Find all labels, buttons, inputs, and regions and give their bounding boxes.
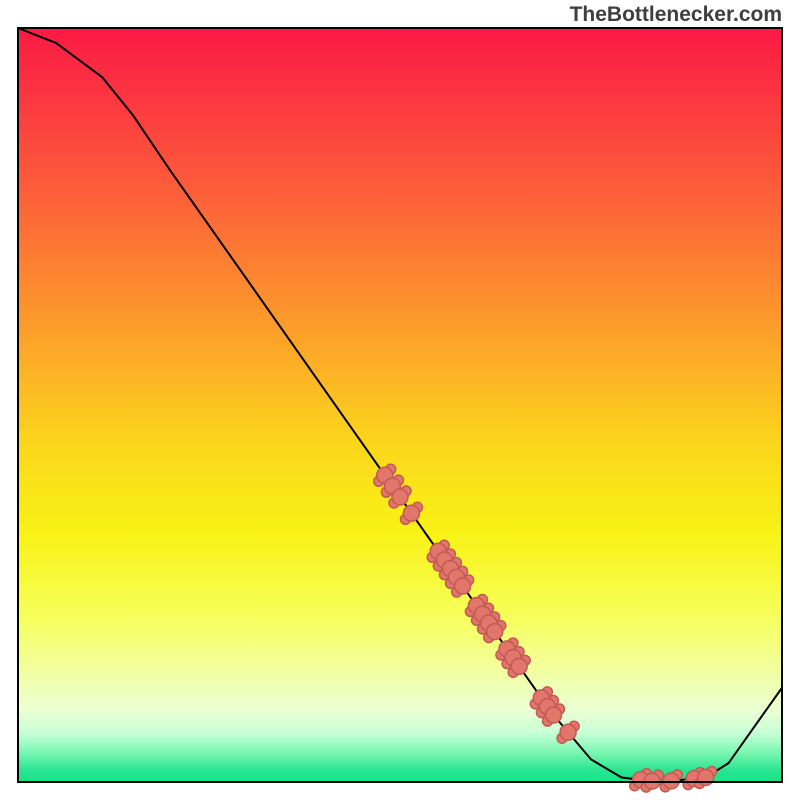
scatter-point bbox=[403, 505, 419, 521]
scatter-point bbox=[560, 724, 576, 740]
scatter-point bbox=[698, 769, 714, 785]
chart-svg bbox=[0, 0, 800, 800]
scatter-point bbox=[392, 489, 408, 505]
scatter-point bbox=[455, 578, 471, 594]
scatter-point bbox=[487, 624, 503, 640]
scatter-point bbox=[511, 658, 527, 674]
plot-background bbox=[18, 28, 782, 782]
scatter-point bbox=[663, 773, 679, 789]
chart-container: TheBottlenecker.com bbox=[0, 0, 800, 800]
scatter-point bbox=[546, 707, 562, 723]
